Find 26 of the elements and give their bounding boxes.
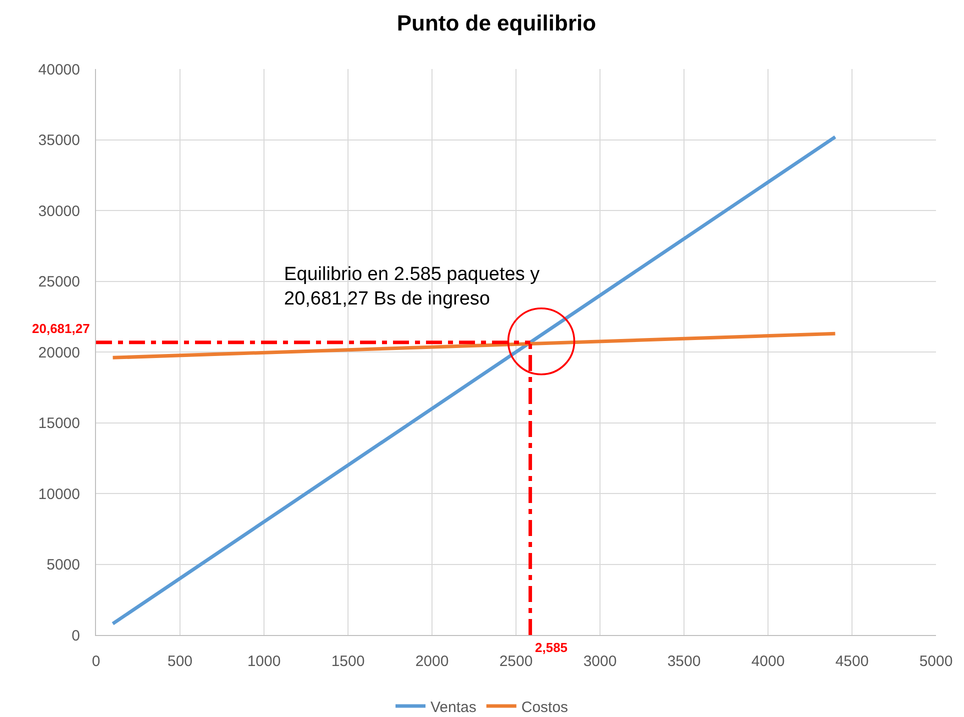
x-tick-label: 2500 [499,653,533,670]
chart-title: Punto de equilibrio [396,10,596,36]
ref-line-label: 2,585 [535,640,568,655]
x-tick-label: 5000 [919,653,953,670]
legend-label: Costos [521,698,568,716]
legend-label: Ventas [430,698,476,716]
y-tick-label: 20000 [38,344,80,362]
y-tick-label: 40000 [38,61,80,78]
annotation: Equilibrio en 2.585 paquetes y 20,681,27 Bs de ingreso [284,264,540,310]
y-tick-label: 35000 [38,132,80,149]
ref-line-label: 20,681,27 [32,321,90,336]
x-tick-label: 4500 [835,653,869,670]
x-tick-label: 1000 [247,653,281,670]
y-tick-label: 15000 [38,415,80,432]
x-tick-label: 500 [167,653,193,670]
x-tick-label: 0 [92,653,100,670]
x-tick-label: 4000 [751,653,785,670]
y-tick-label: 0 [72,627,80,644]
x-tick-label: 1500 [331,653,365,670]
y-tick-label: 25000 [38,274,80,290]
x-tick-label: 3500 [667,653,701,670]
y-tick-label: 5000 [46,556,80,574]
x-tick-label: 2000 [415,653,449,670]
x-tick-label: 3000 [583,653,617,670]
y-tick-label: 10000 [38,486,80,503]
y-tick-label: 30000 [38,202,80,220]
